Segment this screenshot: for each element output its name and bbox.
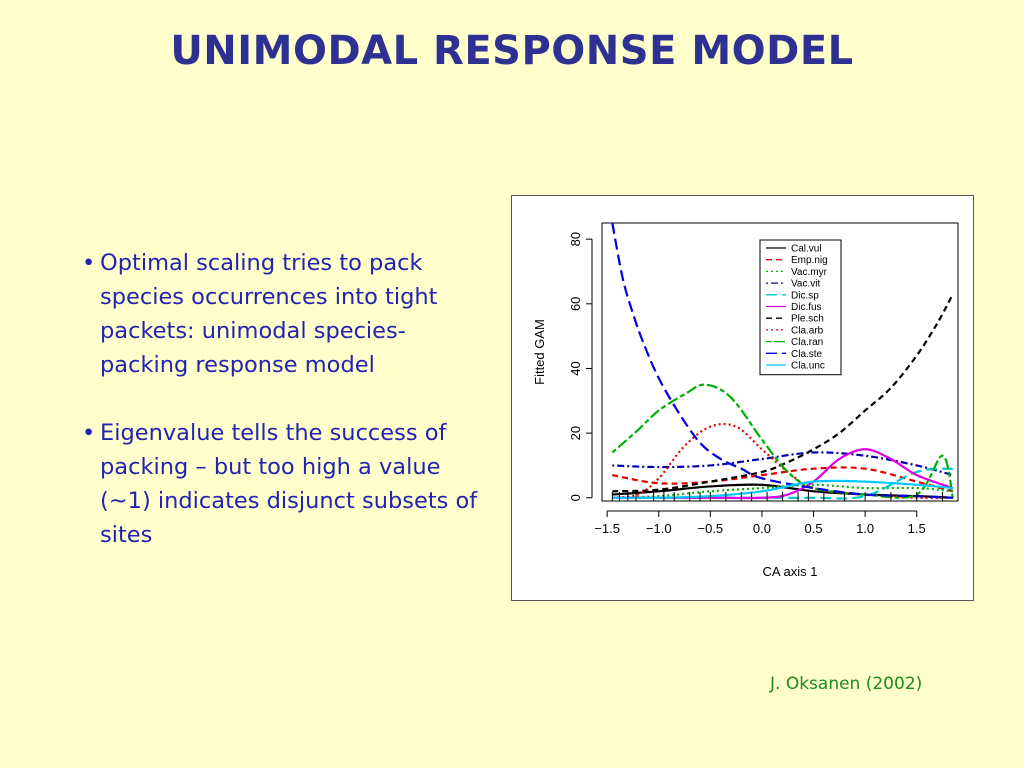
legend-label: Emp.nig bbox=[791, 255, 828, 266]
x-tick-label: 1.5 bbox=[908, 521, 926, 536]
bullet-item: • Eigenvalue tells the success of packin… bbox=[82, 416, 482, 552]
legend-label: Dic.fus bbox=[791, 302, 822, 313]
y-tick-label: 20 bbox=[568, 426, 583, 440]
legend-label: Dic.sp bbox=[791, 290, 819, 301]
bullet-item: • Optimal scaling tries to pack species … bbox=[82, 246, 482, 382]
legend-label: Cal.vul bbox=[791, 244, 822, 255]
bullet-dot-icon: • bbox=[82, 420, 96, 446]
x-tick-label: 1.0 bbox=[856, 521, 874, 536]
x-tick-label: −1.0 bbox=[646, 521, 672, 536]
x-axis-label: CA axis 1 bbox=[763, 564, 818, 579]
y-axis-label: Fitted GAM bbox=[532, 319, 547, 385]
series-line-cla-unc bbox=[612, 479, 953, 499]
bullet-text: Optimal scaling tries to pack species oc… bbox=[100, 250, 438, 378]
y-tick-label: 60 bbox=[568, 297, 583, 311]
chart-svg: −1.5 −1.0 −0.5 0.0 0.5 1.0 1.5 0 20 40 60 80 Cal.vu… bbox=[532, 222, 959, 579]
legend-box bbox=[759, 239, 842, 376]
legend: Cal.vulEmp.nigVac.myrVac.vitDic.spDic.fu… bbox=[759, 239, 842, 376]
legend-label: Vac.vit bbox=[791, 279, 820, 290]
bullet-list: • Optimal scaling tries to pack species … bbox=[82, 246, 482, 586]
x-tick-label: −0.5 bbox=[698, 521, 724, 536]
y-tick-label: 0 bbox=[568, 494, 583, 501]
x-tick-label: 0.0 bbox=[753, 521, 771, 536]
series-layer bbox=[611, 222, 954, 500]
legend-label: Cla.arb bbox=[791, 325, 824, 336]
legend-label: Cla.ste bbox=[791, 349, 823, 360]
plot-frame bbox=[601, 222, 959, 502]
slide-title: UNIMODAL RESPONSE MODEL bbox=[170, 28, 854, 74]
x-tick-label: 0.5 bbox=[804, 521, 822, 536]
series-line-ple-sch bbox=[612, 293, 954, 493]
axis-layer: −1.5 −1.0 −0.5 0.0 0.5 1.0 1.5 0 20 40 60 80 bbox=[568, 232, 926, 536]
legend-label: Vac.myr bbox=[791, 267, 828, 278]
series-line-vac-vit bbox=[612, 451, 954, 477]
bullet-text: Eigenvalue tells the success of packing … bbox=[100, 420, 478, 548]
rug-layer bbox=[611, 492, 944, 501]
series-line-cla-ran bbox=[611, 383, 954, 499]
chart-figure: −1.5 −1.0 −0.5 0.0 0.5 1.0 1.5 0 20 40 60 80 Cal.vu… bbox=[511, 195, 974, 601]
legend-label: Cla.ran bbox=[791, 337, 823, 348]
legend-label: Cla.unc bbox=[791, 361, 825, 372]
y-tick-label: 80 bbox=[568, 232, 583, 246]
bullet-dot-icon: • bbox=[82, 250, 96, 276]
citation: J. Oksanen (2002) bbox=[770, 674, 923, 694]
x-tick-label: −1.5 bbox=[594, 521, 620, 536]
y-tick-label: 40 bbox=[568, 361, 583, 375]
legend-label: Ple.sch bbox=[791, 314, 824, 325]
series-line-emp-nig bbox=[612, 466, 954, 493]
